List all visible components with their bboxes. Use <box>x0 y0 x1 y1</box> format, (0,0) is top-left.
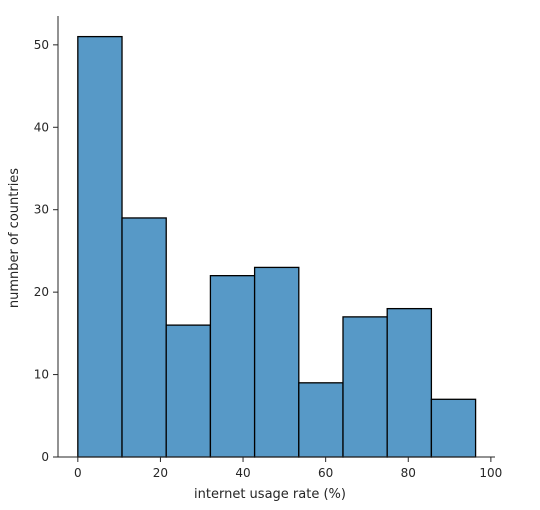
histogram-bar-4 <box>253 266 300 458</box>
y-tick-label: 10 <box>34 368 49 382</box>
x-tick-label: 100 <box>479 466 502 480</box>
x-tick-label: 60 <box>318 466 333 480</box>
histogram-bar-8 <box>430 398 477 458</box>
y-tick-label: 40 <box>34 120 49 134</box>
x-tick-label: 0 <box>74 466 82 480</box>
y-tick-label: 50 <box>34 38 49 52</box>
histogram-bar-6 <box>342 316 388 458</box>
histogram-bar-5 <box>298 382 344 458</box>
histogram-bar-1 <box>121 217 167 458</box>
y-axis-ticks: 0 10 20 30 40 50 <box>34 38 58 464</box>
histogram-bar-3 <box>209 275 256 458</box>
histogram-bar-0 <box>77 35 123 458</box>
histogram-bar-7 <box>386 307 433 458</box>
histogram-bar-2 <box>165 324 212 458</box>
y-tick-label: 0 <box>41 450 49 464</box>
y-tick-label: 30 <box>34 203 49 217</box>
x-tick-label: 80 <box>401 466 416 480</box>
x-axis-label: internet usage rate (%) <box>194 487 346 502</box>
x-axis-ticks: 0 20 40 60 80 100 <box>74 457 502 480</box>
x-tick-label: 20 <box>153 466 168 480</box>
histogram-bars <box>77 35 477 458</box>
x-tick-label: 40 <box>235 466 250 480</box>
y-tick-label: 20 <box>34 285 49 299</box>
y-axis-label: numnber of countries <box>7 168 22 308</box>
